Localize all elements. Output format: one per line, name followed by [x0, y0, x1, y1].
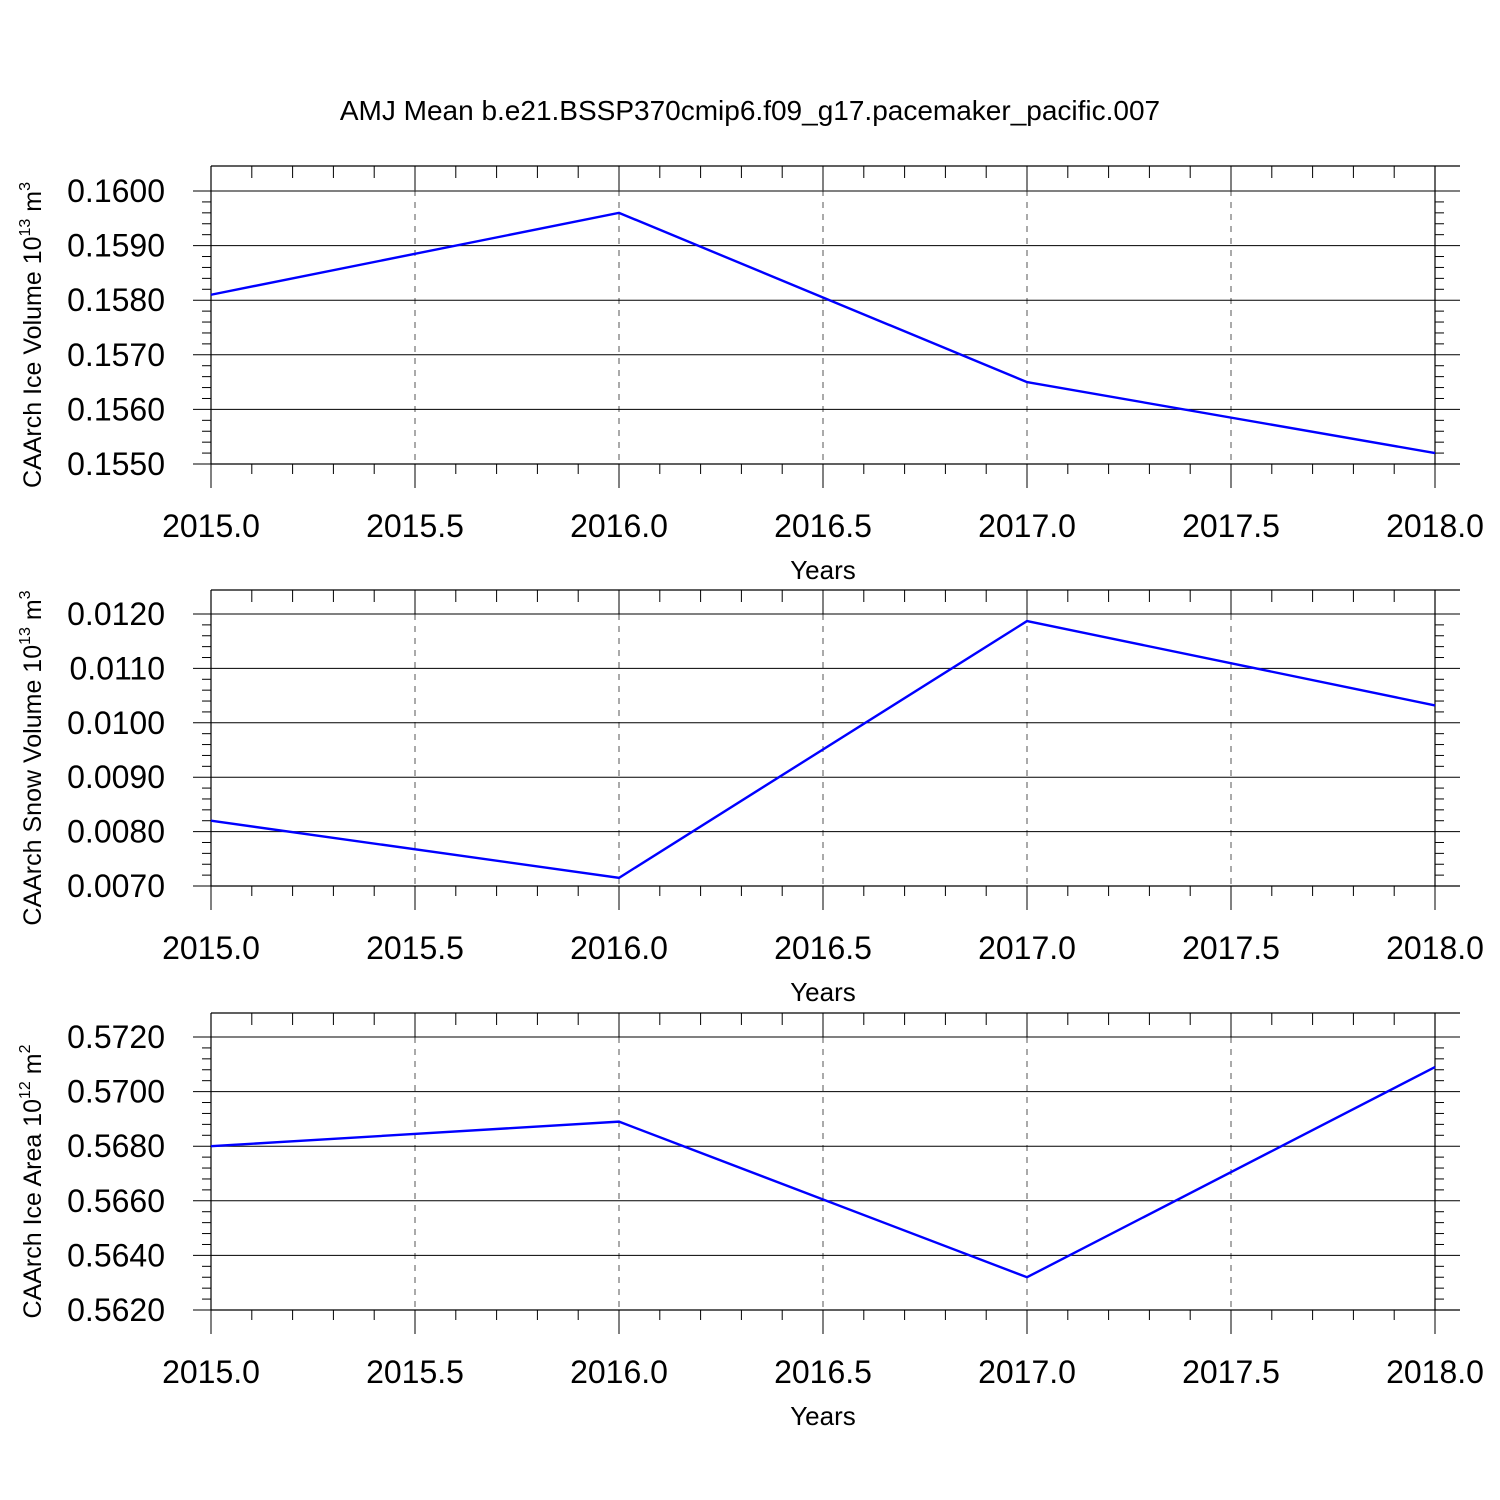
x-tick-label: 2017.5	[1182, 930, 1280, 966]
chart-panel-3: 2015.0 2015.5 2016.0 2016.5 2017.0 2017.5 2018…	[17, 1012, 1484, 1431]
x-tick-label: 2018.0	[1386, 930, 1484, 966]
y-axis-label-text: CAArch Ice Area 10	[19, 1099, 47, 1319]
x-tick-label: 2017.0	[978, 930, 1076, 966]
x-tick-label: 2015.0	[162, 1354, 260, 1390]
chart-panel-1: 2015.0 2015.5 2016.0 2016.5 2017.0 2017.5 2018…	[17, 165, 1484, 585]
y-axis-label-text: CAArch Ice Volume 10	[19, 236, 47, 488]
series-line	[210, 619, 1436, 880]
y-tick-label: 0.5620	[67, 1292, 165, 1328]
x-tick-label: 2018.0	[1386, 1354, 1484, 1390]
y-tick-label: 0.5720	[67, 1019, 165, 1055]
y-axis-label-unit: m	[19, 599, 47, 627]
y-tick-label: 0.0120	[67, 596, 165, 632]
y-axis-label-exp: 13	[17, 627, 34, 645]
x-tick-label: 2017.0	[978, 508, 1076, 544]
series-line	[210, 211, 1436, 455]
y-tick-label: 0.0070	[67, 868, 165, 904]
y-tick-label: 0.1570	[67, 337, 165, 373]
y-tick-label: 0.0110	[70, 650, 166, 686]
figure-title: AMJ Mean b.e21.BSSP370cmip6.f09_g17.pace…	[340, 95, 1160, 126]
x-tick-label: 2017.0	[978, 1354, 1076, 1390]
y-axis-label-unit-exp: 2	[17, 1044, 34, 1053]
y-tick-label: 0.0090	[67, 759, 165, 795]
x-tick-label: 2016.5	[774, 508, 872, 544]
y-tick-label: 0.5640	[67, 1237, 165, 1273]
y-axis-label-unit: m	[19, 1053, 47, 1081]
x-tick-label: 2016.0	[570, 1354, 668, 1390]
y-axis-label: CAArch Ice Volume 1013 m3	[17, 182, 47, 488]
x-tick-label: 2016.5	[774, 930, 872, 966]
y-tick-label: 0.1580	[67, 282, 165, 318]
x-tick-label: 2015.0	[162, 930, 260, 966]
y-axis-label: CAArch Snow Volume 1013 m3	[17, 590, 47, 925]
x-tick-label: 2015.5	[366, 508, 464, 544]
x-tick-label: 2016.5	[774, 1354, 872, 1390]
plots-container: 2015.0 2015.5 2016.0 2016.5 2017.0 2017.5 2018…	[17, 165, 1484, 1431]
y-tick-label: 0.1550	[67, 446, 165, 482]
x-tick-label: 2016.0	[570, 508, 668, 544]
x-axis-label: Years	[790, 1401, 856, 1431]
y-tick-label: 0.0080	[67, 814, 165, 850]
y-tick-label: 0.5700	[67, 1074, 165, 1110]
y-tick-label: 0.0100	[67, 705, 165, 741]
x-axis-label: Years	[790, 555, 856, 585]
y-axis-label-exp: 13	[17, 219, 34, 237]
x-axis-label: Years	[790, 977, 856, 1007]
x-tick-label: 2017.5	[1182, 508, 1280, 544]
y-axis-label-unit: m	[19, 191, 47, 219]
y-tick-label: 0.1590	[67, 228, 165, 264]
x-tick-label: 2016.0	[570, 930, 668, 966]
y-tick-label: 0.1600	[67, 173, 165, 209]
x-tick-label: 2015.5	[366, 1354, 464, 1390]
x-tick-label: 2018.0	[1386, 508, 1484, 544]
y-tick-label: 0.5680	[67, 1128, 165, 1164]
y-axis-label: CAArch Ice Area 1012 m2	[17, 1044, 47, 1318]
x-tick-label: 2017.5	[1182, 1354, 1280, 1390]
x-tick-label: 2015.0	[162, 508, 260, 544]
y-axis-label-unit-exp: 3	[17, 182, 34, 191]
y-axis-label-unit-exp: 3	[17, 590, 34, 599]
y-tick-label: 0.1560	[67, 391, 165, 427]
chart-panel-2: 2015.0 2015.5 2016.0 2016.5 2017.0 2017.5 2018…	[17, 589, 1484, 1007]
series-line	[210, 1065, 1436, 1279]
x-tick-label: 2015.5	[366, 930, 464, 966]
y-axis-label-exp: 12	[17, 1081, 34, 1099]
y-tick-label: 0.5660	[67, 1183, 165, 1219]
y-axis-label-text: CAArch Snow Volume 10	[19, 645, 47, 926]
